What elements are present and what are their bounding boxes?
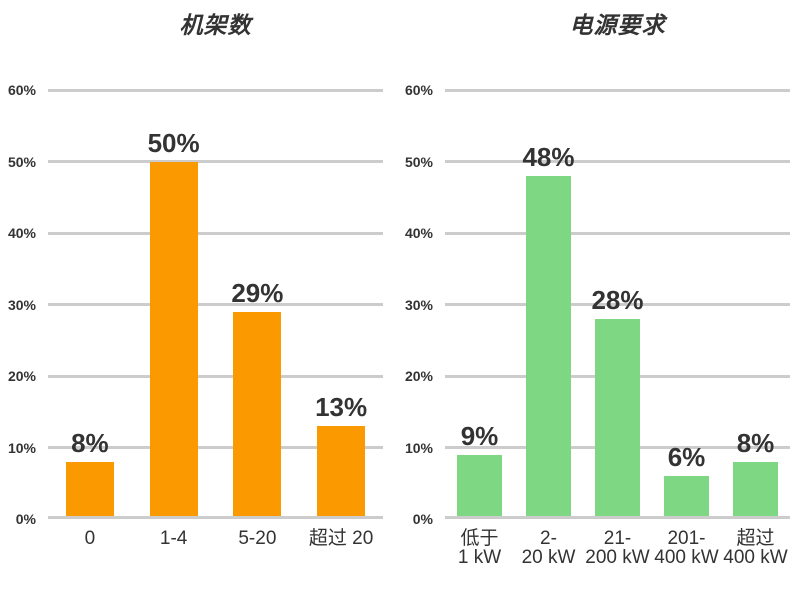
plot-area: 0% 10% 20% 30% 40% 50% 60% 8% 0 50% 1-4 29% 5-20 13% 超… bbox=[8, 83, 383, 548]
y-axis-tick-label: 10% bbox=[404, 439, 433, 456]
bar bbox=[595, 318, 640, 516]
x-axis-label-line: 2- bbox=[540, 528, 557, 549]
x-axis-category-label: 21- 200 kW bbox=[575, 529, 660, 567]
x-axis-label-line: 1 kW bbox=[457, 547, 502, 568]
bar bbox=[457, 454, 502, 516]
gridline bbox=[445, 303, 790, 306]
x-axis-category-label: 201- 400 kW bbox=[644, 529, 729, 567]
x-axis-category-label: 5-20 bbox=[208, 529, 308, 548]
gridline bbox=[48, 160, 383, 163]
gridline bbox=[445, 160, 790, 163]
x-axis-label-line: 400 kW bbox=[654, 547, 719, 568]
bar-value-label: 8% bbox=[71, 427, 109, 458]
gridline bbox=[445, 88, 790, 92]
x-axis-category-label: 低于 1 kW bbox=[437, 529, 522, 567]
x-axis-label-line: 21- bbox=[603, 528, 632, 549]
chart-title: 机架数 bbox=[179, 12, 252, 38]
gridline bbox=[48, 303, 383, 306]
bar-value-label: 13% bbox=[315, 392, 368, 423]
y-axis-tick-label: 40% bbox=[7, 225, 36, 241]
x-axis-category-label: 超过 20 bbox=[291, 529, 391, 548]
bar bbox=[664, 476, 709, 516]
y-axis-tick-label: 60% bbox=[7, 82, 36, 98]
y-axis-tick-label: 40% bbox=[404, 225, 433, 241]
bar bbox=[65, 461, 114, 516]
y-axis-tick-label: 50% bbox=[7, 153, 36, 170]
x-axis-label-line: 200 kW bbox=[585, 547, 650, 568]
x-axis-label-line: 1-4 bbox=[159, 528, 188, 549]
bar bbox=[526, 175, 571, 516]
gridline bbox=[48, 88, 383, 92]
bar-value-label: 29% bbox=[231, 277, 284, 308]
y-axis-tick-label: 60% bbox=[404, 82, 433, 98]
y-axis-tick-label: 50% bbox=[404, 153, 433, 170]
y-axis-tick-label: 0% bbox=[15, 511, 36, 527]
bar-value-label: 8% bbox=[736, 427, 775, 458]
gridline bbox=[445, 516, 790, 519]
x-axis-label-line: 201- bbox=[667, 528, 706, 549]
y-axis-tick-label: 30% bbox=[404, 296, 433, 313]
x-axis-label-line: 低于 bbox=[460, 528, 499, 549]
chart-title: 电源要求 bbox=[569, 12, 666, 38]
x-axis-category-label: 0 bbox=[40, 529, 140, 548]
x-axis-category-label: 2- 20 kW bbox=[506, 529, 591, 567]
bar-value-label: 28% bbox=[591, 284, 644, 315]
x-axis-label-line: 400 kW bbox=[723, 547, 788, 568]
bar-value-label: 9% bbox=[460, 420, 499, 451]
y-axis-tick-label: 0% bbox=[412, 511, 433, 527]
bar-value-label: 6% bbox=[667, 442, 706, 473]
bar bbox=[233, 311, 282, 516]
x-axis-label-line: 超过 bbox=[736, 528, 775, 549]
y-axis-tick-label: 30% bbox=[7, 296, 36, 313]
x-axis-category-label: 1-4 bbox=[124, 529, 224, 548]
bar-value-label: 50% bbox=[147, 127, 200, 158]
y-axis-tick-label: 10% bbox=[7, 439, 36, 456]
gridline bbox=[48, 446, 383, 449]
gridline bbox=[48, 374, 383, 378]
y-axis-tick-label: 20% bbox=[404, 368, 433, 384]
y-axis-tick-label: 20% bbox=[7, 368, 36, 384]
x-axis-label-line: 0 bbox=[84, 528, 96, 549]
bar-value-label: 48% bbox=[522, 141, 575, 172]
gridline bbox=[48, 231, 383, 235]
bar bbox=[733, 461, 778, 516]
bar bbox=[317, 426, 366, 516]
plot-area: 0% 10% 20% 30% 40% 50% 60% 9% 低于 1 kW 48% 2- 20 kW 28… bbox=[405, 83, 790, 567]
gridline bbox=[48, 516, 383, 519]
x-axis-label-line: 5-20 bbox=[238, 528, 277, 549]
gridline bbox=[445, 231, 790, 235]
x-axis-category-label: 超过 400 kW bbox=[713, 529, 798, 567]
bar bbox=[149, 161, 198, 516]
x-axis-label-line: 20 kW bbox=[521, 547, 576, 568]
x-axis-label-line: 超过 20 bbox=[308, 528, 374, 549]
